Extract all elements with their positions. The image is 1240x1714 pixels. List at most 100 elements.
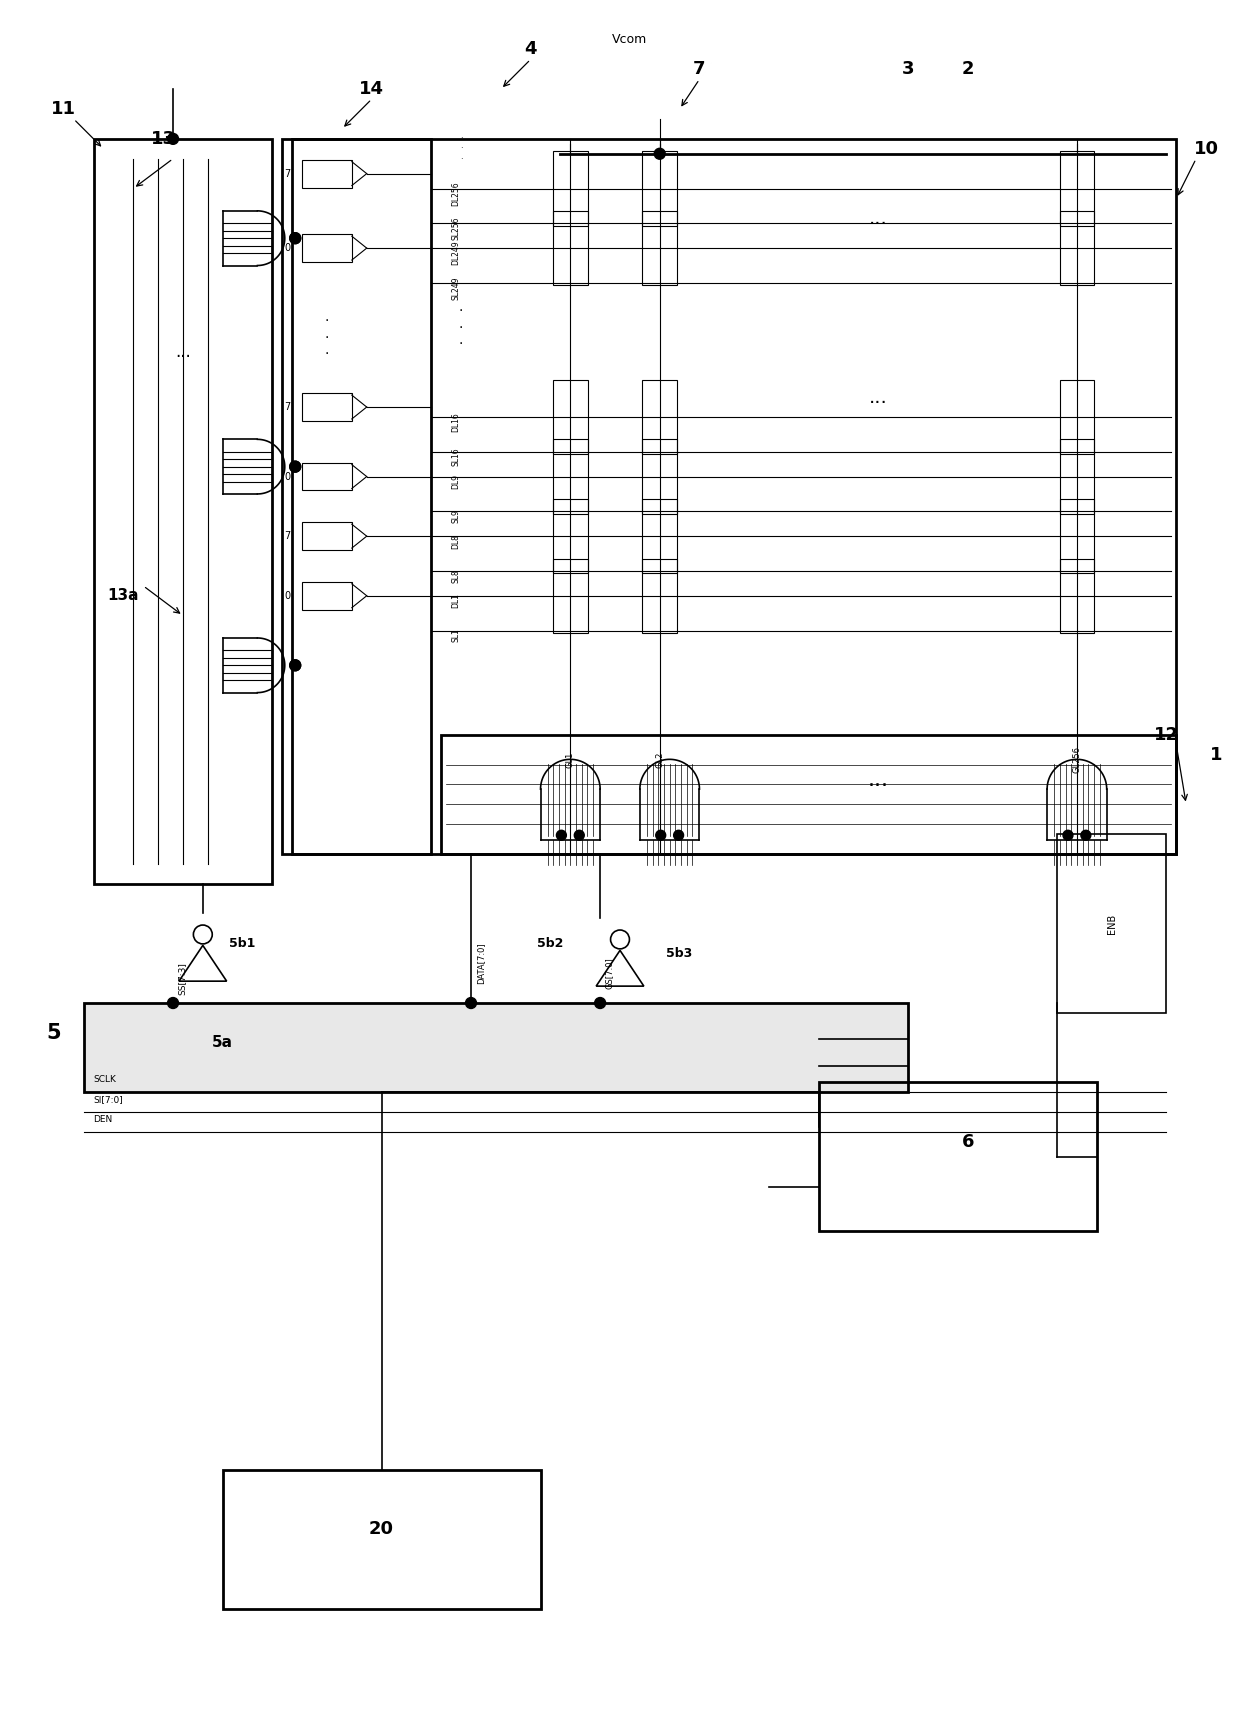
Text: 6: 6: [961, 1133, 973, 1152]
Bar: [83, 1003, 908, 1092]
Text: 5b2: 5b2: [537, 938, 564, 950]
Text: GL256: GL256: [1073, 746, 1081, 773]
Text: 10: 10: [1194, 141, 1219, 158]
Text: 5b3: 5b3: [666, 946, 693, 960]
Circle shape: [193, 926, 212, 944]
Bar: [283, 139, 1177, 854]
Bar: [553, 151, 588, 226]
Text: SL256: SL256: [451, 216, 460, 240]
Text: 7: 7: [693, 60, 706, 79]
Text: 13: 13: [150, 130, 176, 147]
Text: 2: 2: [961, 60, 973, 79]
Text: SL9: SL9: [451, 509, 460, 523]
Text: 3: 3: [901, 60, 914, 79]
Bar: [1059, 381, 1094, 454]
Text: ...: ...: [868, 770, 889, 790]
Text: 14: 14: [360, 81, 384, 98]
Text: DEN: DEN: [93, 1116, 113, 1124]
Text: SL1: SL1: [451, 629, 460, 643]
Text: DL8: DL8: [451, 533, 460, 548]
Text: SL16: SL16: [451, 447, 460, 466]
Circle shape: [167, 134, 179, 144]
Text: 13a: 13a: [108, 588, 139, 603]
Bar: [642, 559, 677, 632]
Circle shape: [1081, 830, 1091, 840]
Bar: [303, 235, 352, 262]
Circle shape: [595, 998, 605, 1008]
Bar: [1056, 835, 1167, 1013]
Text: 11: 11: [51, 99, 77, 118]
Text: 5a: 5a: [212, 1035, 233, 1051]
Bar: [303, 393, 352, 422]
Text: DL1: DL1: [451, 593, 460, 608]
Bar: [1059, 439, 1094, 514]
Bar: [303, 159, 352, 187]
Text: 0: 0: [284, 471, 290, 482]
Circle shape: [290, 660, 300, 670]
Text: ENB: ENB: [1106, 914, 1117, 934]
Bar: [293, 139, 432, 854]
Bar: [1059, 151, 1094, 226]
Bar: [553, 559, 588, 632]
Circle shape: [290, 233, 300, 243]
Bar: [1059, 211, 1094, 285]
Text: 7: 7: [284, 403, 290, 411]
Bar: [642, 381, 677, 454]
Text: DL9: DL9: [451, 475, 460, 488]
Text: ·
·
·: · · ·: [460, 134, 463, 165]
Bar: [223, 1471, 541, 1609]
Polygon shape: [179, 946, 227, 980]
Bar: [642, 211, 677, 285]
Circle shape: [655, 149, 665, 159]
Text: DL256: DL256: [451, 182, 460, 206]
Text: SI[7:0]: SI[7:0]: [93, 1095, 123, 1104]
Circle shape: [574, 830, 584, 840]
Circle shape: [673, 830, 683, 840]
Text: DL16: DL16: [451, 411, 460, 432]
Bar: [553, 211, 588, 285]
Text: 0: 0: [284, 591, 290, 602]
Circle shape: [610, 931, 630, 950]
Bar: [1059, 559, 1094, 632]
Text: ·
·
·: · · ·: [459, 305, 464, 351]
Bar: [642, 439, 677, 514]
Circle shape: [290, 461, 300, 471]
Text: ...: ...: [175, 343, 191, 362]
Text: 5b1: 5b1: [229, 938, 255, 950]
Text: ·
·
·: · · ·: [325, 314, 329, 360]
Text: DATA[7:0]: DATA[7:0]: [476, 943, 485, 984]
Text: 0: 0: [284, 243, 290, 254]
Bar: [553, 499, 588, 574]
Bar: [303, 523, 352, 550]
Text: GS[7:0]: GS[7:0]: [605, 958, 614, 989]
Text: 7: 7: [284, 531, 290, 542]
Text: GL2: GL2: [655, 751, 665, 768]
Text: ...: ...: [869, 387, 888, 406]
Bar: [441, 735, 1177, 854]
Circle shape: [465, 998, 476, 1008]
Circle shape: [290, 233, 300, 243]
Polygon shape: [596, 950, 644, 986]
Text: SL249: SL249: [451, 276, 460, 300]
Text: SCLK: SCLK: [93, 1075, 117, 1085]
Text: 7: 7: [284, 168, 290, 178]
Text: Vcom: Vcom: [613, 33, 647, 46]
Circle shape: [656, 830, 666, 840]
Circle shape: [1063, 830, 1073, 840]
Bar: [818, 1083, 1096, 1231]
Bar: [553, 381, 588, 454]
Bar: [303, 463, 352, 490]
Text: DL249: DL249: [451, 240, 460, 266]
Bar: [642, 151, 677, 226]
Circle shape: [290, 461, 300, 471]
Text: ...: ...: [869, 209, 888, 228]
Bar: [303, 581, 352, 610]
Text: 12: 12: [1153, 725, 1179, 744]
Bar: [1059, 499, 1094, 574]
Text: 20: 20: [370, 1520, 394, 1539]
Circle shape: [557, 830, 567, 840]
Bar: [553, 439, 588, 514]
Text: 1: 1: [1210, 746, 1223, 764]
Text: SL8: SL8: [451, 569, 460, 583]
Circle shape: [290, 660, 300, 670]
